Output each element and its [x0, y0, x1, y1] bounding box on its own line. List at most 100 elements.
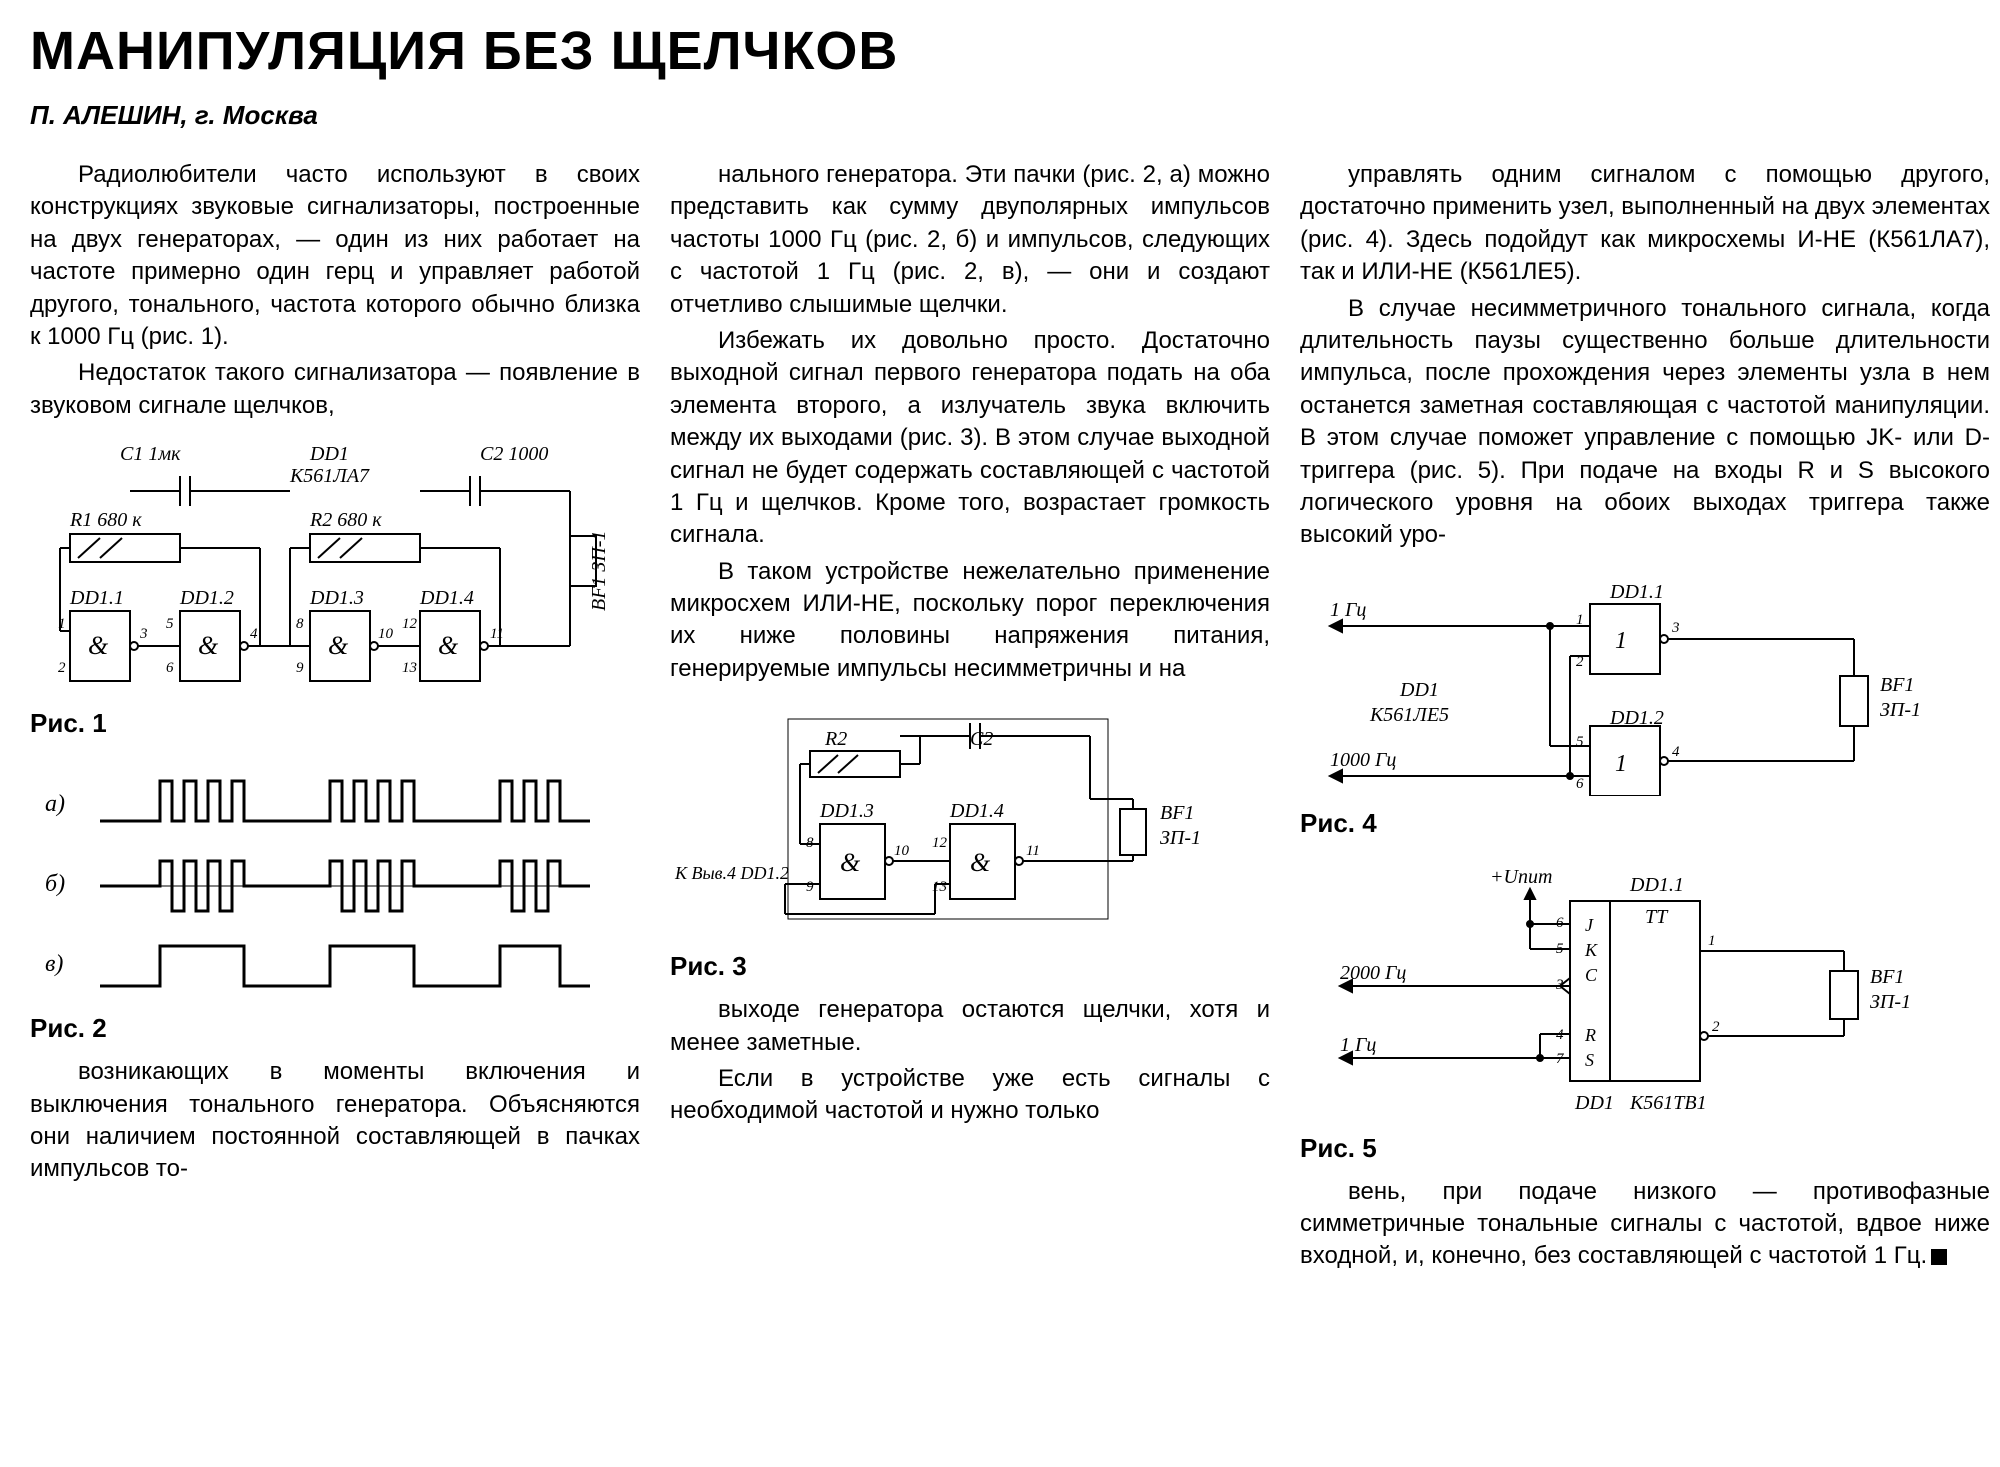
pin: 4	[1556, 1027, 1564, 1043]
label-1hz: 1 Гц	[1330, 599, 1366, 621]
pin: 2	[1712, 1019, 1720, 1035]
amp-icon: &	[438, 631, 459, 660]
pin: 6	[166, 660, 174, 676]
pin: 5	[166, 616, 174, 632]
pin: 1	[1708, 933, 1716, 949]
pin: 3	[1671, 620, 1680, 636]
label-c1: C1 1мк	[120, 443, 181, 465]
col3-para-2: В случае несимметричного тонального сигн…	[1300, 293, 1990, 552]
label-c: C	[1585, 965, 1598, 985]
end-marker-icon	[1931, 1249, 1947, 1265]
label-b: б)	[45, 871, 65, 897]
column-2: нального генератора. Эти пачки (рис. 2, …	[670, 159, 1270, 1277]
pin: 1	[1576, 612, 1584, 628]
label-dd14: DD1.4	[419, 587, 474, 609]
label-k: K	[1584, 940, 1598, 960]
pin: 5	[1556, 941, 1564, 957]
pin: 1	[58, 616, 66, 632]
label-chip: К561ЛЕ5	[1369, 704, 1449, 726]
col2-para-5: Если в устройстве уже есть сигналы с нео…	[670, 1063, 1270, 1128]
label-a: а)	[45, 791, 65, 817]
label-tt: TT	[1645, 906, 1669, 928]
col2-para-4: выходе генератора остаются щелчки, хотя …	[670, 994, 1270, 1059]
pin: 12	[402, 616, 418, 632]
label-dd14: DD1.4	[949, 800, 1004, 822]
label-dd12: DD1.2	[179, 587, 234, 609]
col1-para-1: Радиолюбители часто используют в своих к…	[30, 159, 640, 353]
pin: 4	[1672, 744, 1680, 760]
pin: 13	[402, 660, 417, 676]
label-bf1: BF1 ЗП-1	[588, 531, 610, 611]
label-zp1: ЗП-1	[1160, 827, 1201, 849]
pin: 13	[932, 879, 947, 895]
label-chip: К561ЛА7	[289, 465, 370, 487]
label-dd11: DD1.1	[1609, 581, 1664, 603]
pin: 6	[1556, 915, 1564, 931]
col2-para-2: Избежать их довольно просто. Достаточно …	[670, 325, 1270, 552]
pin: 10	[894, 843, 910, 859]
figure-4: 1 Гц DD1 К561ЛЕ5 1000 Гц DD1.1 1 DD1.2 1	[1300, 566, 1990, 796]
col2-para-1: нального генератора. Эти пачки (рис. 2, …	[670, 159, 1270, 321]
label-r2: R2 680 к	[309, 509, 382, 531]
pin: 2	[1576, 654, 1584, 670]
col1-para-2: Недостаток такого сигнализатора — появле…	[30, 357, 640, 422]
label-1000hz: 1000 Гц	[1330, 749, 1396, 771]
label-c2: C2	[970, 728, 993, 750]
label-zp1: ЗП-1	[1880, 699, 1921, 721]
col3-para-1: управлять одним сигналом с помощью друго…	[1300, 159, 1990, 289]
fig1-caption: Рис. 1	[30, 708, 640, 739]
label-dd11: DD1.1	[69, 587, 124, 609]
label-s: S	[1585, 1050, 1594, 1070]
waveforms-fig2: а) б) в)	[30, 761, 610, 1001]
label-bf1: BF1	[1870, 966, 1904, 988]
schematic-fig4: 1 Гц DD1 К561ЛЕ5 1000 Гц DD1.1 1 DD1.2 1	[1300, 566, 1960, 796]
label-zp1: ЗП-1	[1870, 991, 1911, 1013]
label-chip: К561ТВ1	[1629, 1092, 1707, 1114]
label-j: J	[1585, 915, 1594, 935]
pin: 3	[139, 626, 148, 642]
label-dd1: DD1	[1574, 1092, 1614, 1114]
pin: 9	[806, 879, 814, 895]
label-dd13: DD1.3	[309, 587, 364, 609]
label-dd1: DD1	[1399, 679, 1439, 701]
figure-1: C1 1мк DD1 К561ЛА7 C2 1000 R1 680 к R2 6…	[30, 436, 640, 696]
label-dd13: DD1.3	[819, 800, 874, 822]
pin: 2	[58, 660, 66, 676]
pin: 6	[1576, 776, 1584, 792]
one-icon: 1	[1615, 628, 1627, 654]
label-bf1: BF1	[1160, 802, 1194, 824]
pin: 5	[1576, 734, 1584, 750]
one-icon: 1	[1615, 751, 1627, 777]
fig4-caption: Рис. 4	[1300, 808, 1990, 839]
column-3: управлять одним сигналом с помощью друго…	[1300, 159, 1990, 1277]
amp-icon: &	[198, 631, 219, 660]
figure-5: +Uпит DD1.1 TT J K C R S 2000 Гц	[1300, 861, 1990, 1121]
schematic-fig1: C1 1мк DD1 К561ЛА7 C2 1000 R1 680 к R2 6…	[30, 436, 630, 696]
pin: 12	[932, 835, 948, 851]
pin: 4	[250, 626, 258, 642]
amp-icon: &	[840, 848, 861, 877]
figure-3: R2 C2 DD1.3 & DD1.4 &	[670, 699, 1270, 939]
column-1: Радиолюбители часто используют в своих к…	[30, 159, 640, 1277]
label-dd1: DD1	[309, 443, 349, 465]
col1-para-3: возникающих в моменты включения и выключ…	[30, 1056, 640, 1186]
amp-icon: &	[328, 631, 349, 660]
amp-icon: &	[970, 848, 991, 877]
pin: 11	[490, 626, 504, 642]
figure-2: а) б) в)	[30, 761, 640, 1001]
label-kout: К Выв.4 DD1.2	[674, 863, 789, 883]
label-1hz: 1 Гц	[1340, 1034, 1376, 1056]
pin: 11	[1026, 843, 1040, 859]
label-r: R	[1584, 1025, 1596, 1045]
label-bf1: BF1	[1880, 674, 1914, 696]
label-upit: +Uпит	[1490, 866, 1552, 888]
pin: 8	[296, 616, 304, 632]
col3-para-3: вень, при подаче низкого — противофазные…	[1300, 1176, 1990, 1273]
byline: П. АЛЕШИН, г. Москва	[30, 100, 1970, 131]
label-dd11: DD1.1	[1629, 874, 1684, 896]
schematic-fig5: +Uпит DD1.1 TT J K C R S 2000 Гц	[1300, 861, 1960, 1121]
label-c2: C2 1000	[480, 443, 548, 465]
fig2-caption: Рис. 2	[30, 1013, 640, 1044]
schematic-fig3: R2 C2 DD1.3 & DD1.4 &	[670, 699, 1230, 939]
label-r1: R1 680 к	[69, 509, 142, 531]
